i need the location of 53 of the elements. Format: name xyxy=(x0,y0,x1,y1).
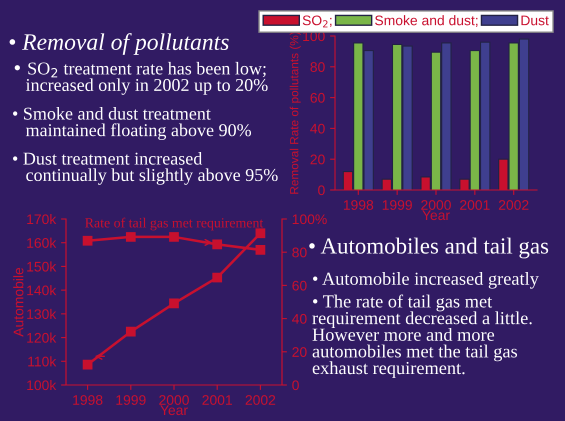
point xyxy=(82,236,92,246)
y-tick-label: 110k xyxy=(28,356,56,366)
text: • SO$_{2}$ treatment rate has been low; increased only in 2002 up to 20% xyxy=(14,62,268,95)
legend-label: Smoke and dust; xyxy=(375,15,478,27)
y-tick-label: 120k xyxy=(27,332,56,343)
y-tick-label: 170k xyxy=(27,214,56,224)
y-tick-label: 140k xyxy=(27,285,56,296)
point xyxy=(169,232,179,242)
y2-tick-label: 40 xyxy=(292,314,307,324)
x-tick-label: 1999 xyxy=(382,200,412,210)
y-axis-title: Removal Rate of pollutants (%) xyxy=(290,32,301,194)
x-tick-label: 1998 xyxy=(344,200,374,210)
y2-tick-label: 60 xyxy=(292,280,307,291)
point xyxy=(256,245,266,255)
y-tick-label: 20 xyxy=(310,154,325,164)
point xyxy=(169,298,179,308)
point xyxy=(212,272,222,282)
legend-label: SO$_{2}$; xyxy=(302,15,332,28)
text: • Automobiles and tail gas xyxy=(309,238,548,258)
text: • The rate of tail gas met requirement decreased a little. However more and more automobiles met the tail gas exhaust requirement. xyxy=(312,294,532,378)
x-tick-label: 2002 xyxy=(246,395,276,405)
legend-label: Dust xyxy=(521,16,549,26)
chart-title: Rate of tail gas met requirement xyxy=(85,218,264,230)
point xyxy=(126,326,136,337)
y-tick-label: 150k xyxy=(27,261,56,272)
y-tick-label: 130k xyxy=(27,308,56,320)
x-axis-title: Year xyxy=(422,210,450,220)
x-tick-label: 2001 xyxy=(460,200,490,210)
text: • Automobile increased greatly xyxy=(313,272,539,289)
point xyxy=(126,232,136,242)
y-tick-label: 60 xyxy=(310,92,325,103)
y2-tick-label: 80 xyxy=(292,248,307,258)
point xyxy=(212,240,222,250)
x-tick-label: 1999 xyxy=(116,395,146,405)
x-axis-title: Year xyxy=(160,405,188,416)
text: • Removal of pollutants xyxy=(10,33,229,55)
x-tick-label: 2002 xyxy=(498,200,528,210)
x-tick-label: 2000 xyxy=(421,200,451,210)
text: • Dust treatment increased continually but slightly above 95% xyxy=(13,152,278,185)
y2-tick-label: 0 xyxy=(292,380,299,390)
x-tick-label: 2001 xyxy=(202,395,232,405)
y2-tick-label: 20 xyxy=(292,347,307,357)
y-tick-label: 100k xyxy=(27,380,56,390)
y-tick-label: 40 xyxy=(310,124,325,134)
x-tick-label: 1998 xyxy=(73,395,102,405)
point xyxy=(82,360,92,370)
x-tick-label: 2000 xyxy=(159,395,189,405)
y-tick-label: 80 xyxy=(310,62,325,72)
y-tick-label: 160k xyxy=(27,238,56,248)
y-axis-title: Automobile xyxy=(13,268,24,337)
y2-tick-label: 100% xyxy=(292,214,327,224)
text: • Smoke and dust treatment maintained floating above 90% xyxy=(13,107,252,140)
y-tick-label: 0 xyxy=(318,185,325,196)
